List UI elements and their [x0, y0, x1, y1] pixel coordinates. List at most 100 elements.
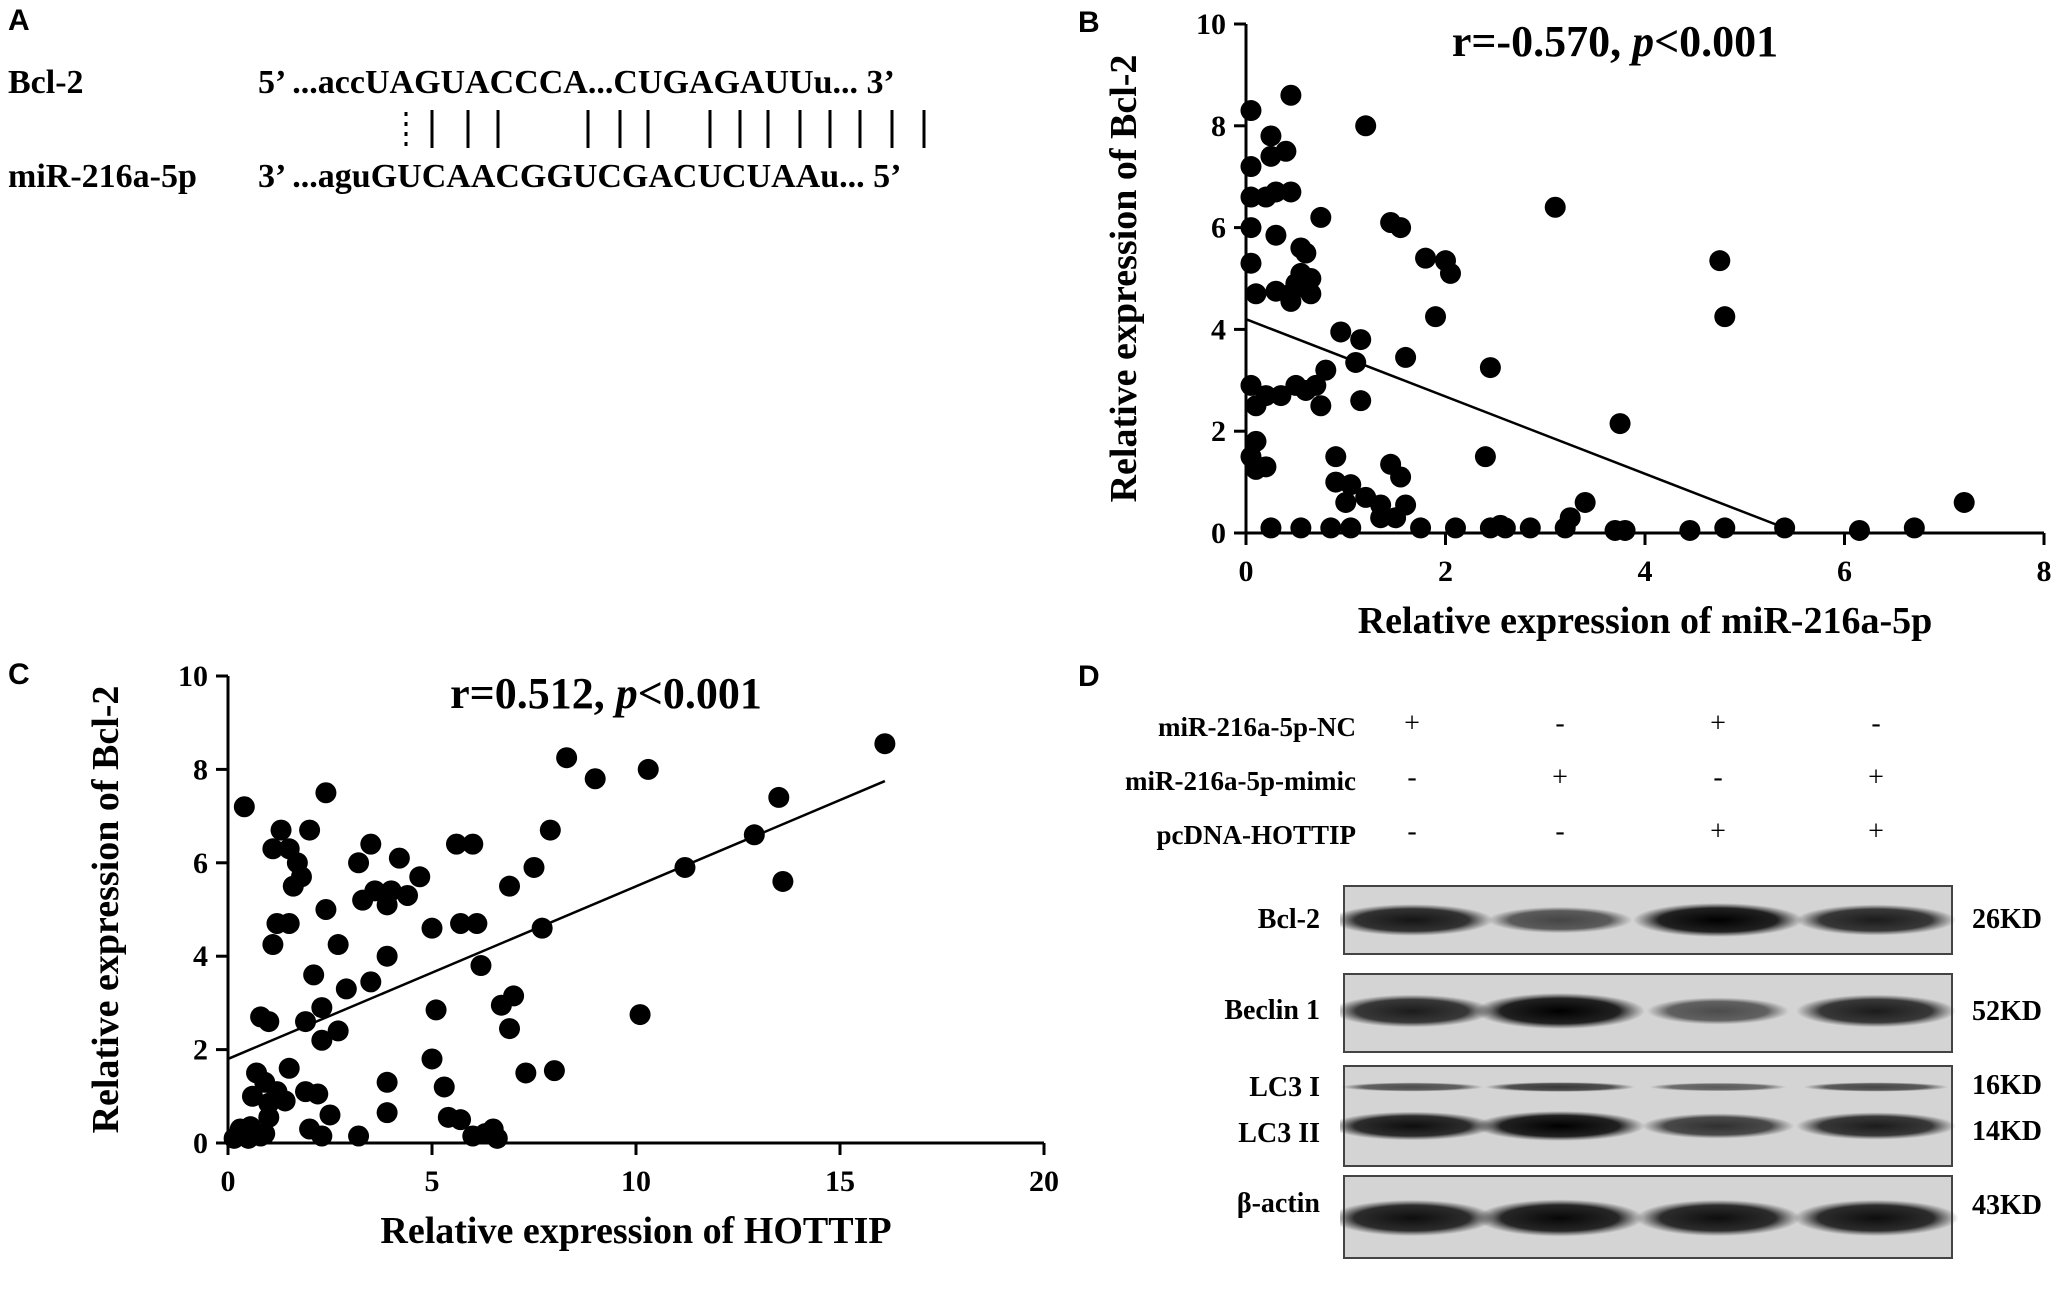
data-point	[1300, 283, 1322, 305]
data-point	[327, 934, 349, 956]
regression-line	[1245, 318, 1786, 530]
data-point	[1774, 517, 1796, 539]
data-point	[1255, 456, 1277, 478]
data-point	[254, 1123, 276, 1145]
data-point	[486, 1127, 508, 1149]
data-point	[319, 1104, 341, 1126]
blot-protein-label: Bcl-2	[1257, 904, 1320, 935]
data-point	[743, 824, 765, 846]
mirna-label: miR-216a-5p	[8, 158, 197, 195]
y-tick-label: 2	[1211, 415, 1226, 448]
data-point	[376, 894, 398, 916]
blot-band	[1475, 1111, 1645, 1141]
base-pair-lines	[404, 110, 926, 148]
data-point	[637, 758, 659, 780]
data-point	[1290, 517, 1312, 539]
data-point	[315, 899, 337, 920]
data-point	[1260, 517, 1282, 539]
data-point	[1479, 357, 1501, 379]
data-point	[1395, 346, 1417, 368]
data-point	[1280, 84, 1302, 106]
molecular-weight-label: 16KD	[1972, 1070, 2042, 1101]
data-point	[445, 833, 467, 855]
x-tick-label: 8	[2037, 555, 2052, 588]
blot-band	[1649, 1082, 1787, 1092]
y-tick-label: 10	[178, 660, 208, 693]
data-point	[450, 913, 472, 935]
data-point	[1345, 351, 1367, 373]
data-point	[1425, 306, 1447, 328]
data-point	[1609, 413, 1631, 435]
data-point	[1390, 217, 1412, 239]
data-point	[376, 945, 398, 967]
data-point	[503, 985, 525, 1007]
blot-band	[1487, 906, 1633, 934]
condition-sign: +	[1552, 762, 1568, 793]
y-tick-label: 4	[1211, 313, 1226, 346]
x-tick-label: 2	[1438, 555, 1453, 588]
condition-sign: -	[1555, 708, 1565, 739]
condition-sign: +	[1868, 762, 1884, 793]
x-axis-label: Relative expression of HOTTIP	[380, 1210, 891, 1252]
data-point	[1519, 517, 1541, 539]
data-point	[1614, 519, 1636, 541]
data-point	[523, 856, 545, 878]
data-point	[515, 1062, 537, 1084]
data-point	[1340, 517, 1362, 539]
data-point	[874, 733, 896, 755]
data-point	[376, 1102, 398, 1124]
data-point	[1444, 517, 1466, 539]
condition-sign: +	[1404, 708, 1420, 739]
data-point	[1330, 321, 1352, 343]
data-point	[1494, 517, 1516, 539]
data-point	[262, 838, 284, 860]
blot-protein-label: LC3 II	[1238, 1118, 1320, 1149]
data-point	[1679, 519, 1701, 541]
data-point	[397, 884, 419, 906]
data-point	[258, 1106, 280, 1128]
blot-band	[1475, 993, 1645, 1029]
data-point	[584, 768, 606, 790]
y-tick-label: 6	[1211, 212, 1226, 245]
gene-label: Bcl-2	[8, 64, 84, 101]
data-point	[327, 1020, 349, 1042]
x-tick-label: 0	[1239, 555, 1254, 588]
data-point	[1714, 517, 1736, 539]
data-point	[258, 1011, 280, 1033]
blot-band	[1340, 994, 1492, 1028]
data-point	[307, 1083, 329, 1105]
y-tick-label: 4	[193, 940, 208, 973]
x-axis-label: Relative expression of miR-216a-5p	[1358, 600, 1933, 642]
data-point	[1315, 359, 1337, 381]
x-tick-label: 6	[1837, 555, 1852, 588]
data-point	[274, 1090, 296, 1112]
blot-band	[1476, 1199, 1644, 1237]
data-point	[1415, 247, 1437, 269]
data-point	[1320, 517, 1342, 539]
gene-sequence: 5’ ...accUAGUACCCA...CUGAGAUUu... 3’	[258, 64, 895, 101]
data-point	[421, 917, 443, 939]
y-tick-label: 6	[193, 847, 208, 880]
data-point	[1240, 156, 1262, 178]
data-point	[1265, 181, 1287, 203]
data-point	[360, 971, 382, 993]
data-point	[1240, 252, 1262, 274]
blot-band	[1646, 997, 1790, 1025]
mirna-sequence: 3’ ...aguGUCAACGGUCGACUCUAAu... 5’	[258, 158, 902, 195]
x-tick-label: 10	[621, 1165, 651, 1198]
x-tick-label: 0	[221, 1165, 236, 1198]
data-point	[1544, 196, 1566, 218]
condition-sign: -	[1407, 816, 1417, 847]
panel-letter-d: D	[1078, 660, 1100, 693]
data-point	[499, 1018, 521, 1040]
data-point	[1260, 125, 1282, 147]
scatter-plot-b: 0 2 4 6 8 0 2 4 6 8 10 Relative expression of miR-2…	[1103, 8, 2052, 642]
data-point	[470, 955, 492, 977]
data-point	[282, 875, 304, 897]
blot-band	[1793, 1199, 1959, 1237]
condition-sign: -	[1407, 762, 1417, 793]
panel-letter-c: C	[8, 658, 30, 691]
x-tick-label: 20	[1029, 1165, 1059, 1198]
data-point	[1335, 491, 1357, 513]
